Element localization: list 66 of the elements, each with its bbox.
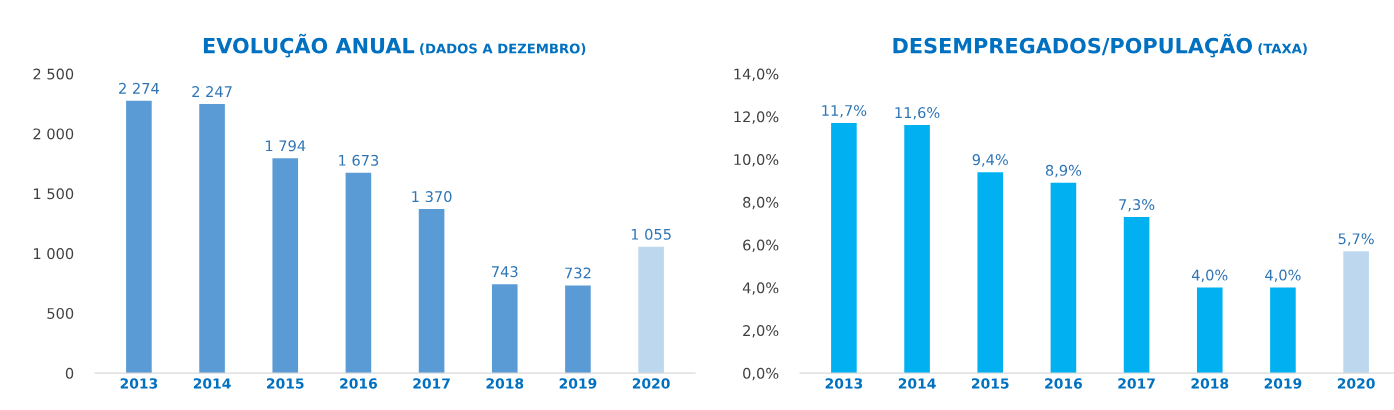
x-tick-label: 2016	[1045, 378, 1082, 389]
data-label: 1 794	[265, 140, 306, 152]
y-tick-label: 1 500	[34, 188, 74, 200]
y-tick-label: 12,0%	[734, 111, 779, 124]
bar	[491, 284, 518, 374]
y-tick-label: 4,0%	[742, 282, 779, 295]
y-tick-label: 2,0%	[743, 325, 779, 338]
y-tick-label: 500	[47, 307, 74, 319]
chart-subtitle: (TAXA)	[1258, 43, 1307, 56]
y-tick-label: 0	[65, 367, 74, 379]
x-tick-label: 2020	[632, 378, 670, 389]
x-tick-label: 2016	[340, 378, 377, 389]
y-tick-label: 6,0%	[743, 239, 779, 253]
data-label: 743	[492, 266, 518, 278]
bar	[638, 246, 664, 374]
bar	[1343, 251, 1369, 374]
x-tick-label: 2020	[1337, 378, 1375, 389]
bar	[272, 158, 299, 374]
bar	[904, 125, 930, 374]
data-label: 2 274	[119, 82, 159, 94]
bar	[831, 122, 857, 374]
data-label: 4,0%	[1191, 269, 1228, 283]
data-label: 1 673	[339, 154, 379, 166]
x-tick-label: 2013	[120, 378, 158, 389]
bar	[1196, 287, 1223, 374]
chart-title: EVOLUÇÃO ANUAL	[203, 33, 415, 58]
y-tick-label: 8,0%	[743, 196, 779, 210]
y-tick-label: 1 000	[34, 248, 74, 260]
x-tick-label: 2017	[1118, 378, 1155, 389]
data-label: 1 055	[631, 228, 671, 240]
data-label: 5,7%	[1338, 233, 1374, 246]
data-label: 732	[565, 267, 591, 279]
x-tick-label: 2019	[1264, 378, 1302, 389]
bar	[1123, 217, 1150, 374]
bar	[565, 285, 591, 374]
bar	[199, 104, 225, 374]
chart-subtitle: (DADOS A DEZEMBRO)	[420, 43, 586, 56]
y-tick-label: 0,0%	[743, 367, 779, 381]
bar	[126, 100, 152, 374]
data-label: 7,3%	[1119, 199, 1155, 212]
chart-title: DESEMPREGADOS/POPULAÇÃO	[893, 33, 1253, 58]
x-tick-label: 2018	[1191, 378, 1229, 389]
y-tick-label: 2 000	[33, 128, 74, 140]
y-tick-label: 10,0%	[734, 154, 779, 167]
bar	[345, 172, 372, 374]
data-label: 1 370	[412, 191, 452, 203]
data-label: 11,7%	[822, 104, 867, 118]
y-tick-label: 14,0%	[734, 68, 779, 82]
x-tick-label: 2017	[413, 378, 450, 389]
bar	[1270, 287, 1296, 374]
data-label: 8,9%	[1045, 164, 1082, 178]
data-label: 9,4%	[972, 154, 1008, 167]
data-label: 2 247	[192, 86, 232, 97]
bar	[418, 209, 445, 374]
data-label: 4,0%	[1265, 269, 1301, 283]
bar	[1050, 182, 1077, 374]
data-label: 11,6%	[895, 107, 940, 120]
x-tick-label: 2018	[486, 378, 524, 389]
x-tick-label: 2015	[972, 378, 1009, 389]
y-tick-label: 2 500	[33, 68, 74, 80]
x-tick-label: 2014	[898, 378, 936, 389]
x-tick-label: 2014	[193, 378, 231, 389]
x-tick-label: 2019	[559, 378, 597, 389]
bar	[977, 172, 1004, 374]
x-tick-label: 2013	[825, 378, 863, 389]
x-tick-label: 2015	[267, 378, 304, 389]
